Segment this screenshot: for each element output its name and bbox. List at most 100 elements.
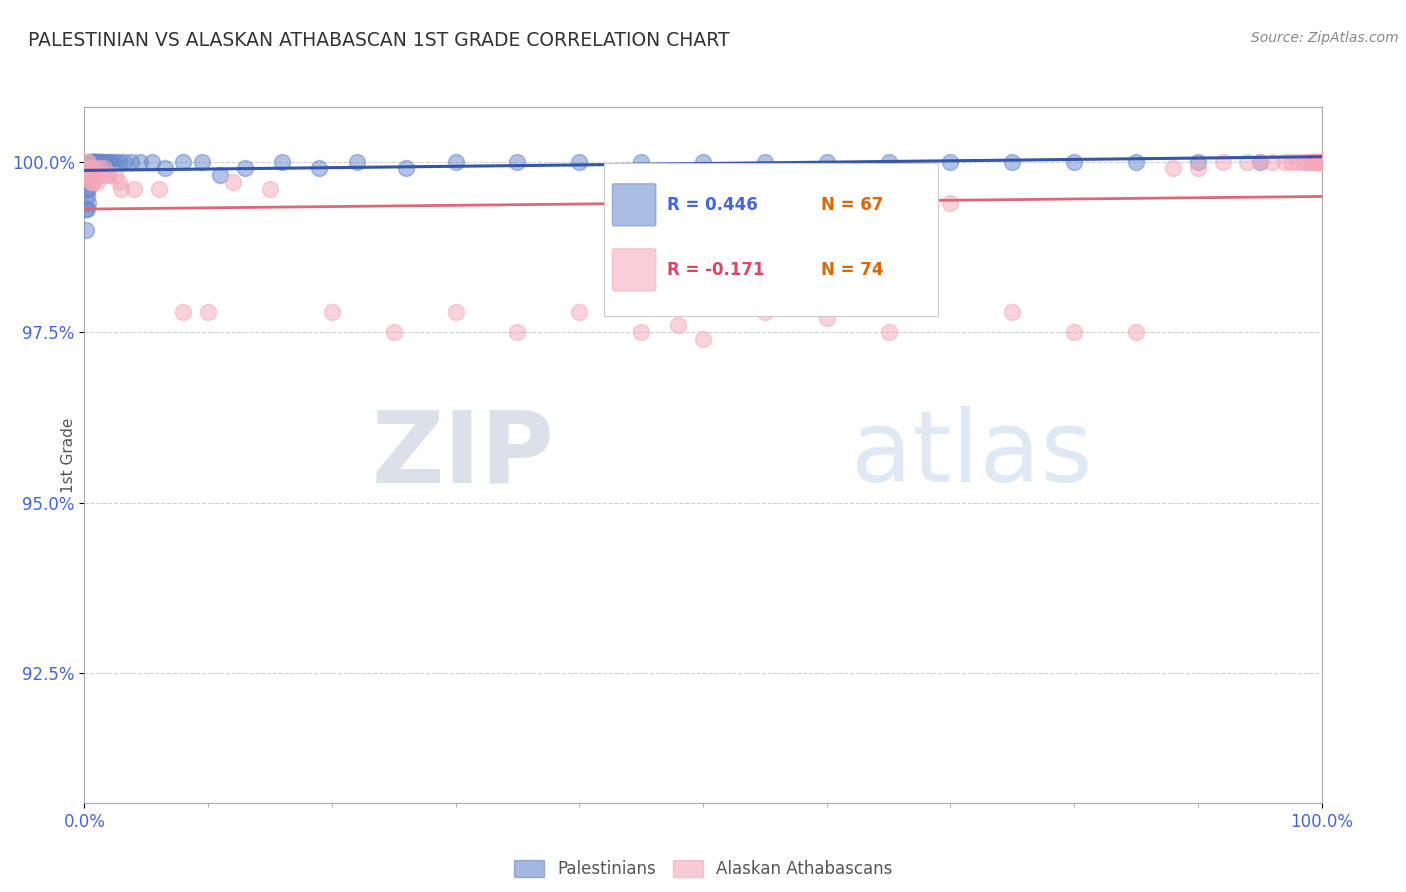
Point xyxy=(222,175,245,189)
Point xyxy=(84,154,107,169)
Point xyxy=(79,168,101,182)
Point xyxy=(1236,154,1258,169)
Point xyxy=(75,223,97,237)
Point xyxy=(1161,161,1184,176)
Point xyxy=(506,325,529,339)
Point xyxy=(75,182,97,196)
Point xyxy=(87,154,110,169)
Point xyxy=(1285,154,1308,169)
Point xyxy=(77,154,100,169)
Point xyxy=(83,154,105,169)
Point xyxy=(75,168,97,182)
Point xyxy=(83,154,105,169)
Point xyxy=(79,154,101,169)
Point xyxy=(1309,154,1331,169)
Point xyxy=(83,161,105,176)
Point xyxy=(77,168,100,182)
Point xyxy=(815,311,838,326)
Point xyxy=(1292,154,1315,169)
Point xyxy=(75,154,97,169)
Point xyxy=(1310,154,1333,169)
Text: ZIP: ZIP xyxy=(371,407,554,503)
Point xyxy=(84,154,107,169)
Text: PALESTINIAN VS ALASKAN ATHABASCAN 1ST GRADE CORRELATION CHART: PALESTINIAN VS ALASKAN ATHABASCAN 1ST GR… xyxy=(28,31,730,50)
Point xyxy=(86,175,108,189)
Point xyxy=(110,182,132,196)
Point xyxy=(80,154,103,169)
Point xyxy=(939,154,962,169)
Point xyxy=(568,304,591,318)
Point xyxy=(1212,154,1234,169)
Text: Source: ZipAtlas.com: Source: ZipAtlas.com xyxy=(1251,31,1399,45)
Point xyxy=(1125,154,1147,169)
Point xyxy=(1306,154,1329,169)
Legend: Palestinians, Alaskan Athabascans: Palestinians, Alaskan Athabascans xyxy=(508,854,898,885)
Point xyxy=(93,154,115,169)
Point xyxy=(79,161,101,176)
Point xyxy=(1249,154,1271,169)
Point xyxy=(1063,154,1085,169)
Point xyxy=(939,195,962,210)
Point xyxy=(395,161,418,176)
Point xyxy=(1187,161,1209,176)
Point xyxy=(79,168,101,182)
Point xyxy=(100,154,122,169)
Point xyxy=(666,318,689,333)
Point xyxy=(877,325,900,339)
Point xyxy=(197,304,219,318)
Y-axis label: 1st Grade: 1st Grade xyxy=(60,417,76,492)
Point xyxy=(83,168,105,182)
Point xyxy=(506,154,529,169)
Point xyxy=(259,182,281,196)
Point xyxy=(191,154,214,169)
Point xyxy=(80,161,103,176)
Point xyxy=(98,154,121,169)
Point xyxy=(76,188,98,202)
Point xyxy=(153,161,176,176)
Point xyxy=(1310,154,1333,169)
Point xyxy=(346,154,368,169)
Point xyxy=(172,304,194,318)
Point xyxy=(1261,154,1284,169)
Point xyxy=(86,154,108,169)
Point xyxy=(120,154,142,169)
Point xyxy=(444,304,467,318)
Point xyxy=(630,325,652,339)
Point xyxy=(754,304,776,318)
Point xyxy=(82,154,104,169)
Point xyxy=(96,154,118,169)
Point xyxy=(104,168,127,182)
Point xyxy=(141,154,163,169)
Point xyxy=(76,175,98,189)
Point xyxy=(1125,325,1147,339)
Point xyxy=(89,168,111,182)
Point xyxy=(93,161,115,176)
Point xyxy=(76,202,98,217)
Point xyxy=(444,154,467,169)
Point xyxy=(86,154,108,169)
Point xyxy=(122,182,145,196)
Point xyxy=(148,182,170,196)
Point xyxy=(877,154,900,169)
Point xyxy=(209,168,232,182)
Point xyxy=(692,154,714,169)
Point xyxy=(1310,154,1333,169)
Point xyxy=(79,168,101,182)
Point xyxy=(271,154,294,169)
Point xyxy=(108,175,131,189)
Point xyxy=(77,195,100,210)
Point xyxy=(308,161,330,176)
Point xyxy=(79,161,101,176)
Point xyxy=(89,154,111,169)
Point xyxy=(172,154,194,169)
Point xyxy=(1308,154,1330,169)
Point xyxy=(1001,154,1024,169)
Point xyxy=(1305,154,1327,169)
Point xyxy=(76,161,98,176)
Point xyxy=(75,202,97,217)
Point xyxy=(568,154,591,169)
Point xyxy=(91,154,114,169)
Point xyxy=(82,154,104,169)
Point xyxy=(79,154,101,169)
Point xyxy=(112,154,135,169)
